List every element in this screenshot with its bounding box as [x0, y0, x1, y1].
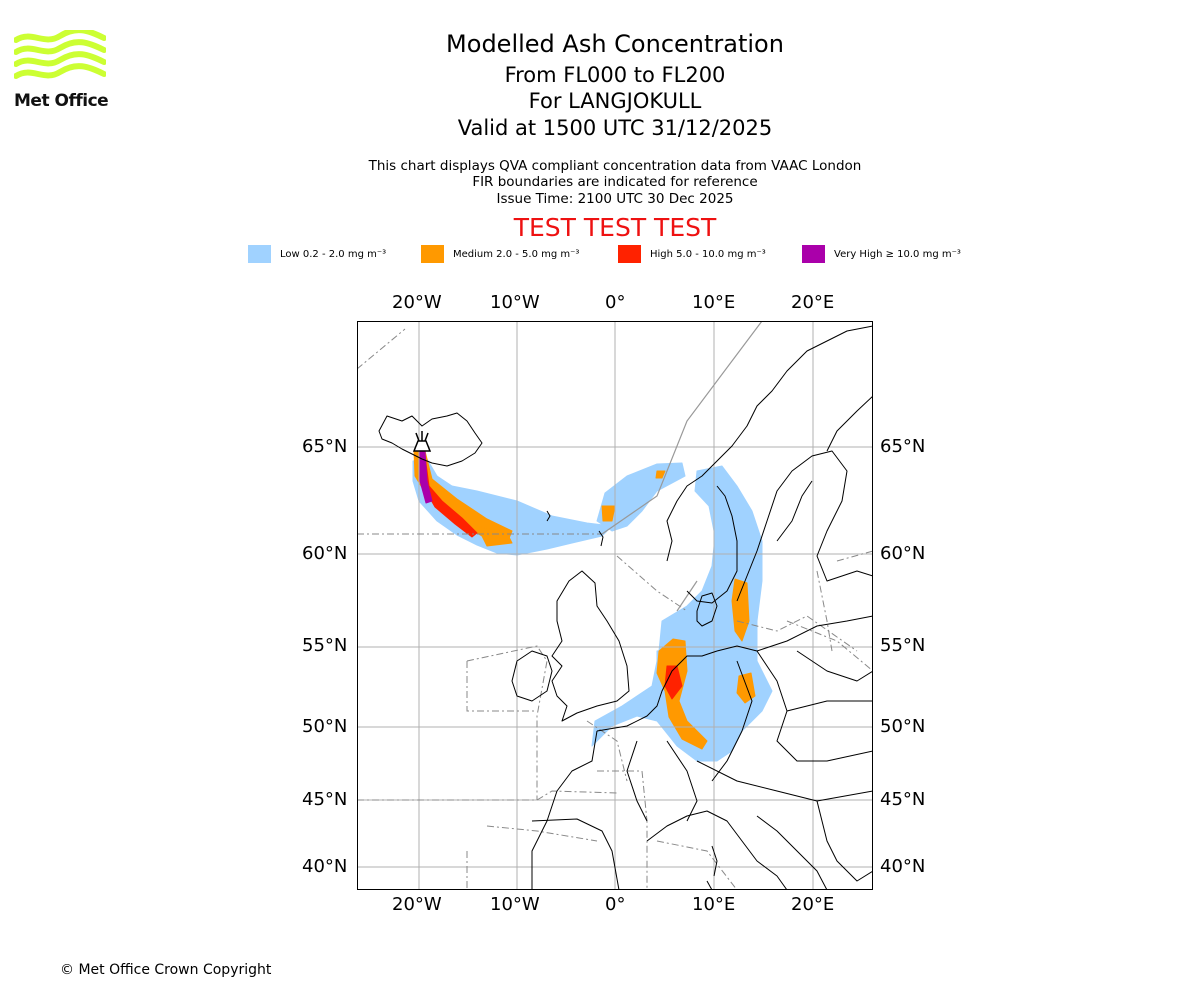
legend-item-low: Low 0.2 - 2.0 mg m⁻³ — [248, 244, 386, 264]
coastlines — [378, 325, 873, 890]
compliance-note: This chart displays QVA compliant concen… — [368, 158, 862, 174]
lat-tick-left-55: 55°N — [302, 635, 348, 656]
lat-tick-right-40: 40°N — [880, 856, 926, 877]
lon-tick-bottom-20w: 20°W — [392, 894, 442, 915]
lon-tick-bottom-10e: 10°E — [692, 894, 736, 915]
legend-swatch-low — [248, 245, 271, 263]
legend-swatch-medium — [421, 245, 444, 263]
logo-text: Met Office — [14, 91, 109, 111]
lat-tick-left-45: 45°N — [302, 789, 348, 810]
lon-tick-top-0: 0° — [605, 292, 626, 313]
legend-label-medium: Medium 2.0 - 5.0 mg m⁻³ — [453, 248, 580, 260]
map-frame — [357, 321, 873, 890]
lon-tick-top-10e: 10°E — [692, 292, 736, 313]
test-banner: TEST TEST TEST — [513, 213, 717, 242]
legend-swatch-very-high — [802, 245, 825, 263]
legend-label-high: High 5.0 - 10.0 mg m⁻³ — [650, 248, 766, 260]
lat-tick-right-60: 60°N — [880, 543, 926, 564]
copyright-notice: © Met Office Crown Copyright — [60, 962, 272, 978]
oceanic-fir-line — [601, 321, 763, 612]
legend-label-very-high: Very High ≥ 10.0 mg m⁻³ — [834, 248, 961, 260]
issue-time: Issue Time: 2100 UTC 30 Dec 2025 — [496, 191, 734, 207]
lon-tick-top-20e: 20°E — [791, 292, 835, 313]
lat-tick-right-65: 65°N — [880, 436, 926, 457]
lon-tick-bottom-20e: 20°E — [791, 894, 835, 915]
lat-tick-left-50: 50°N — [302, 716, 348, 737]
map-title: Modelled Ash Concentration — [446, 30, 784, 58]
lat-tick-left-60: 60°N — [302, 543, 348, 564]
lon-tick-top-20w: 20°W — [392, 292, 442, 313]
legend-swatch-high — [618, 245, 641, 263]
lat-tick-right-55: 55°N — [880, 635, 926, 656]
legend-item-very-high: Very High ≥ 10.0 mg m⁻³ — [802, 244, 961, 264]
volcano-marker-icon — [412, 431, 432, 452]
legend-item-high: High 5.0 - 10.0 mg m⁻³ — [618, 244, 766, 264]
ash-concentration-map — [357, 321, 873, 890]
legend-label-low: Low 0.2 - 2.0 mg m⁻³ — [280, 248, 387, 260]
lat-tick-right-50: 50°N — [880, 716, 926, 737]
lat-tick-left-40: 40°N — [302, 856, 348, 877]
lat-tick-right-45: 45°N — [880, 789, 926, 810]
lon-tick-bottom-0: 0° — [605, 894, 626, 915]
fir-note: FIR boundaries are indicated for referen… — [472, 174, 758, 190]
graticule — [357, 321, 873, 890]
fir-boundaries — [357, 328, 873, 890]
volcano-name: For LANGJOKULL — [528, 89, 702, 113]
legend-item-medium: Medium 2.0 - 5.0 mg m⁻³ — [421, 244, 579, 264]
valid-time: Valid at 1500 UTC 31/12/2025 — [457, 116, 773, 140]
lat-tick-left-65: 65°N — [302, 436, 348, 457]
lon-tick-bottom-10w: 10°W — [490, 894, 540, 915]
lon-tick-top-10w: 10°W — [490, 292, 540, 313]
met-office-logo — [14, 30, 106, 79]
flight-level-range: From FL000 to FL200 — [504, 63, 726, 87]
